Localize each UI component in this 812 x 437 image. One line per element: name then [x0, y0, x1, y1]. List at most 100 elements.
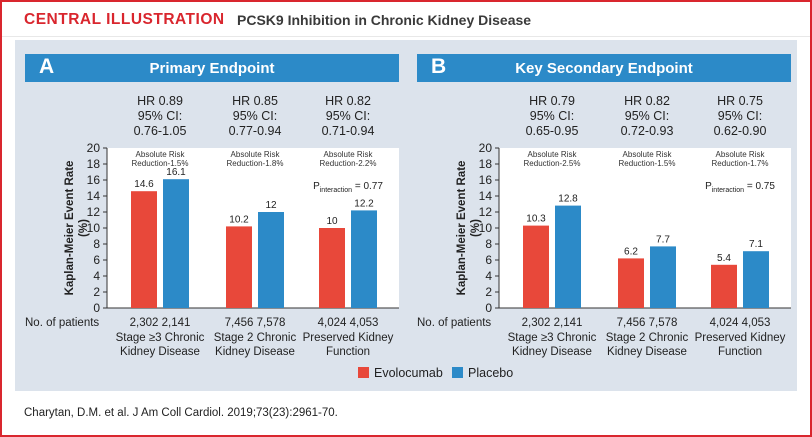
y-tick-label: 20 [479, 141, 493, 155]
y-tick-label: 6 [93, 253, 100, 267]
n-patients-value: 4,024 [318, 317, 347, 329]
hr-line: HR 0.79 [529, 94, 575, 108]
y-tick-label: 12 [479, 205, 493, 219]
y-axis-label-line: (%) [78, 219, 90, 237]
bar-placebo-a-1 [163, 179, 189, 308]
arr-label: Reduction-2.2% [320, 159, 377, 168]
n-patients-value: 7,578 [257, 317, 286, 329]
bar-evolocumab-b-2 [618, 258, 644, 308]
category-label: Kidney Disease [512, 346, 592, 358]
y-axis-label-b: Kaplan-Meier Event Rate (%) [456, 161, 482, 296]
bar-evolocumab-a-1 [131, 191, 157, 308]
n-patients-value: 4,024 [710, 317, 739, 329]
arr-label: Absolute Risk [324, 150, 374, 159]
y-tick-label: 4 [485, 269, 492, 283]
bar-value-label: 14.6 [134, 179, 154, 190]
arr-label: Absolute Risk [623, 150, 673, 159]
y-tick-label: 14 [479, 189, 493, 203]
chart-b: 0 2 4 6 8 10 12 14 16 18 20 Kaplan-Meier Event Rate… [417, 141, 791, 358]
arr-label: Absolute Risk [136, 150, 186, 159]
hr-block-b-3: HR 0.75 95% CI: 0.62-0.90 [690, 94, 790, 139]
panel-a: A Primary Endpoint HR 0.89 95% CI: 0.76-1.… [15, 40, 405, 391]
y-axis-label-line: Kaplan-Meier Event Rate [64, 161, 76, 296]
bar-placebo-a-2 [258, 212, 284, 308]
hr-line: 0.71-0.94 [321, 124, 375, 138]
illustration-title: PCSK9 Inhibition in Chronic Kidney Disea… [237, 12, 532, 28]
n-patients-value: 7,456 [225, 317, 254, 329]
bar-evolocumab-b-3 [711, 264, 737, 308]
category-label: Kidney Disease [607, 346, 687, 358]
y-axis-label-line: (%) [470, 219, 482, 237]
hr-line: HR 0.85 [232, 94, 278, 108]
arr-label: Absolute Risk [231, 150, 281, 159]
y-tick-label: 14 [87, 189, 101, 203]
category-label: Stage ≥3 Chronic [508, 332, 597, 344]
arr-label: Absolute Risk [716, 150, 766, 159]
y-tick-label: 12 [87, 205, 101, 219]
y-tick-label: 18 [479, 157, 493, 171]
category-label: Stage 2 Chronic [606, 332, 689, 344]
hr-line: HR 0.75 [717, 94, 763, 108]
y-tick-label: 0 [485, 301, 492, 315]
category-label: Preserved Kidney [303, 332, 394, 344]
bar-value-label: 12.2 [354, 198, 374, 209]
bar-evolocumab-a-3 [319, 228, 345, 308]
hr-line: 95% CI: [624, 109, 670, 123]
bar-evolocumab-b-1 [523, 225, 549, 308]
y-tick-label: 16 [479, 173, 493, 187]
legend-swatch-evolocumab [358, 367, 369, 378]
y-tick-label: 2 [485, 285, 492, 299]
y-axis-label-line: Kaplan-Meier Event Rate [456, 161, 468, 296]
y-tick-label: 8 [485, 237, 492, 251]
bar-value-label: 10 [326, 216, 338, 227]
panel-b-header: B Key Secondary Endpoint [417, 54, 791, 82]
category-label: Stage ≥3 Chronic [116, 332, 205, 344]
hr-line: 95% CI: [717, 109, 763, 123]
hr-block-a-2: HR 0.85 95% CI: 0.77-0.94 [205, 94, 305, 139]
illustration-label: CENTRAL ILLUSTRATION [24, 11, 225, 28]
bar-value-label: 10.2 [229, 214, 249, 225]
panel-b-title: Key Secondary Endpoint [515, 60, 693, 77]
arr-label: Absolute Risk [528, 150, 578, 159]
hr-line: 95% CI: [325, 109, 371, 123]
arr-label: Reduction-2.5% [524, 159, 581, 168]
legend-label-evolocumab: Evolocumab [374, 366, 443, 380]
n-patients-value: 7,456 [617, 317, 646, 329]
chart-a: 0 2 4 6 8 10 12 14 16 18 20 Kaplan-Meier Event Rate… [25, 141, 399, 358]
hr-line: 0.72-0.93 [620, 124, 674, 138]
hr-line: 95% CI: [232, 109, 278, 123]
bar-placebo-b-1 [555, 205, 581, 308]
hr-line: 95% CI: [137, 109, 183, 123]
hr-line: HR 0.82 [325, 94, 371, 108]
arr-label: Reduction-1.7% [712, 159, 769, 168]
bar-value-label: 7.7 [656, 234, 670, 245]
panel-b-letter: B [431, 55, 447, 78]
hr-line: 0.77-0.94 [228, 124, 282, 138]
hr-block-a-3: HR 0.82 95% CI: 0.71-0.94 [298, 94, 398, 139]
n-patients-value: 2,141 [554, 317, 583, 329]
y-tick-label: 18 [87, 157, 101, 171]
arr-label: Reduction-1.8% [227, 159, 284, 168]
panel-a-header: A Primary Endpoint [25, 54, 399, 82]
bar-placebo-a-3 [351, 210, 377, 308]
n-patients-value: 2,141 [162, 317, 191, 329]
figure-content: A Primary Endpoint HR 0.89 95% CI: 0.76-1.… [15, 40, 797, 391]
y-tick-label: 10 [87, 221, 101, 235]
legend-item-placebo: Placebo [452, 366, 513, 380]
panel-a-title: Primary Endpoint [149, 60, 275, 77]
p-interaction-b: Pinteraction = 0.75 [705, 181, 775, 194]
legend-item-evolocumab: Evolocumab [358, 366, 443, 380]
bar-value-label: 12.8 [558, 194, 578, 205]
y-tick-label: 8 [93, 237, 100, 251]
arr-label: Reduction-1.5% [619, 159, 676, 168]
hr-line: 0.62-0.90 [713, 124, 767, 138]
y-tick-label: 16 [87, 173, 101, 187]
legend: Evolocumab Placebo [15, 366, 797, 384]
bar-value-label: 16.1 [166, 167, 186, 178]
hr-line: 95% CI: [529, 109, 575, 123]
y-axis-label-a: Kaplan-Meier Event Rate (%) [64, 161, 90, 296]
y-tick-label: 2 [93, 285, 100, 299]
category-label: Stage 2 Chronic [214, 332, 297, 344]
n-patients-label: No. of patients [417, 317, 491, 329]
